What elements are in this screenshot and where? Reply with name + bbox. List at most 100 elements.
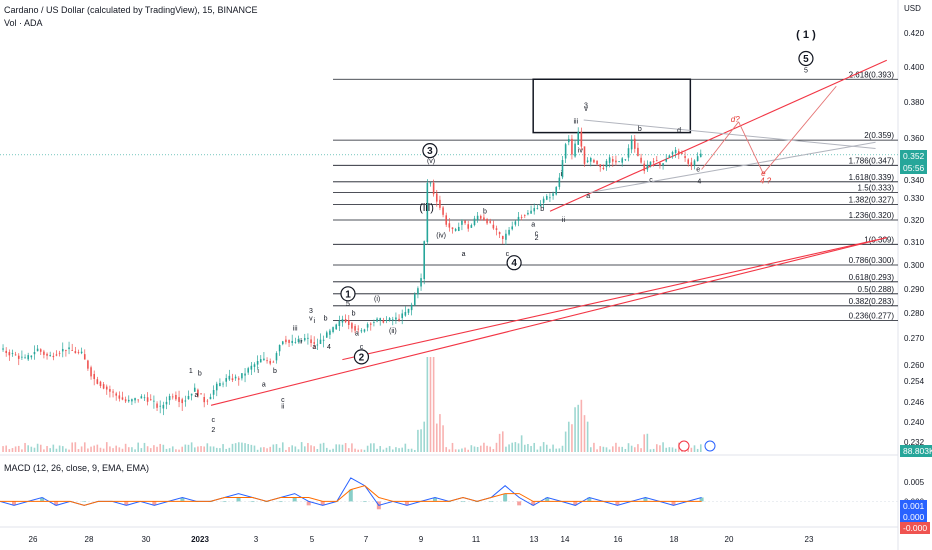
candle-body bbox=[234, 376, 237, 379]
wave-label: 4 bbox=[511, 258, 517, 269]
volume-bar bbox=[662, 442, 664, 452]
volume-bar bbox=[109, 446, 111, 452]
volume-bar bbox=[80, 446, 83, 452]
volume-bar bbox=[256, 449, 259, 452]
candle-body bbox=[24, 357, 26, 359]
volume-bar bbox=[599, 446, 602, 452]
candle-body bbox=[159, 405, 161, 407]
flag-icon[interactable] bbox=[704, 440, 716, 452]
candle-body bbox=[61, 348, 64, 352]
volume-bar bbox=[307, 443, 309, 452]
macd-histogram-bar bbox=[362, 501, 367, 503]
macd-histogram-bar bbox=[545, 497, 550, 502]
trendline-upper[interactable] bbox=[549, 59, 888, 212]
candle-body bbox=[564, 144, 567, 159]
candle-body bbox=[90, 367, 92, 377]
volume-bar bbox=[420, 429, 422, 452]
volume-bar bbox=[511, 442, 514, 452]
candle-body bbox=[93, 374, 95, 380]
macd-histogram-bar bbox=[12, 501, 17, 506]
macd-histogram-bar bbox=[222, 501, 227, 503]
candle-body bbox=[655, 160, 658, 162]
projection-3[interactable] bbox=[762, 85, 837, 174]
candle-body bbox=[341, 319, 344, 323]
volume-bar bbox=[68, 449, 70, 452]
volume-bar bbox=[574, 407, 576, 452]
volume-bar bbox=[329, 449, 331, 452]
candle-body bbox=[699, 153, 702, 157]
volume-bar bbox=[105, 442, 108, 452]
volume-bar bbox=[269, 446, 271, 452]
volume-bar bbox=[508, 444, 510, 452]
volume-bar bbox=[530, 445, 532, 452]
candle-body bbox=[134, 398, 136, 401]
candle-body bbox=[49, 355, 51, 357]
candle-body bbox=[203, 397, 205, 403]
candle-body bbox=[391, 319, 394, 321]
trendline-base[interactable] bbox=[342, 237, 887, 361]
volume-bar bbox=[187, 444, 190, 452]
volume-bar bbox=[505, 446, 507, 452]
volume-bar bbox=[294, 446, 297, 452]
macd-histogram-bar bbox=[320, 501, 325, 506]
wave-label: 5 bbox=[804, 67, 808, 74]
volume-bar bbox=[39, 444, 42, 452]
time-axis-tick: 16 bbox=[614, 535, 623, 544]
candle-body bbox=[467, 224, 470, 229]
candle-body bbox=[87, 360, 89, 369]
candle-body bbox=[583, 146, 586, 164]
volume-bar bbox=[203, 446, 205, 452]
candle-body bbox=[580, 131, 583, 147]
wave-label: c bbox=[649, 177, 653, 184]
volume-bar bbox=[542, 442, 545, 452]
candle-body bbox=[71, 350, 73, 351]
candle-body bbox=[43, 351, 45, 355]
wave-label: b bbox=[198, 371, 202, 378]
wave-label: i bbox=[560, 171, 562, 178]
candle-body bbox=[325, 332, 328, 338]
candle-body bbox=[665, 159, 668, 162]
volume-bar bbox=[225, 448, 227, 452]
time-axis-tick: 23 bbox=[805, 535, 814, 544]
time-axis-tick: 3 bbox=[254, 535, 259, 544]
volume-bar bbox=[332, 448, 334, 452]
volume-bar bbox=[395, 447, 397, 452]
event-icon[interactable] bbox=[678, 440, 690, 452]
volume-bar bbox=[206, 443, 209, 452]
volume-bar bbox=[536, 449, 539, 452]
wave-label: 5 bbox=[803, 54, 809, 65]
projection-1[interactable] bbox=[701, 121, 739, 170]
volume-bar bbox=[690, 447, 693, 452]
wave-label: (v) bbox=[427, 158, 435, 165]
volume-bar bbox=[24, 442, 26, 452]
macd-value-tag: 0.001 bbox=[900, 500, 928, 512]
target-box[interactable] bbox=[532, 78, 692, 134]
macd-axis-tick: 0.005 bbox=[904, 478, 925, 487]
trendline-lower[interactable] bbox=[210, 237, 887, 406]
candle-body bbox=[259, 359, 262, 363]
volume-bar bbox=[492, 449, 495, 452]
price-axis-tick: 0.260 bbox=[904, 361, 925, 370]
candle-body bbox=[275, 353, 278, 361]
time-axis-tick: 9 bbox=[419, 535, 424, 544]
volume-bar bbox=[470, 445, 473, 452]
volume-bar bbox=[659, 445, 661, 452]
volume-bar bbox=[316, 448, 319, 452]
candle-body bbox=[247, 368, 249, 373]
channel-top[interactable] bbox=[583, 119, 876, 149]
volume-bar bbox=[615, 442, 617, 452]
wave-label: ( 1 ) bbox=[796, 29, 816, 41]
volume-bar bbox=[596, 449, 598, 452]
volume-bar bbox=[627, 443, 630, 452]
candle-body bbox=[586, 160, 589, 163]
wave-label-circle bbox=[422, 143, 438, 159]
volume-bar bbox=[285, 449, 287, 452]
candle-body bbox=[687, 159, 690, 164]
candle-body bbox=[228, 375, 231, 380]
volume-bar bbox=[77, 449, 80, 452]
volume-bar bbox=[517, 443, 520, 452]
projection-2[interactable] bbox=[738, 121, 764, 174]
channel-bottom[interactable] bbox=[589, 141, 876, 194]
candle-body bbox=[291, 340, 294, 343]
